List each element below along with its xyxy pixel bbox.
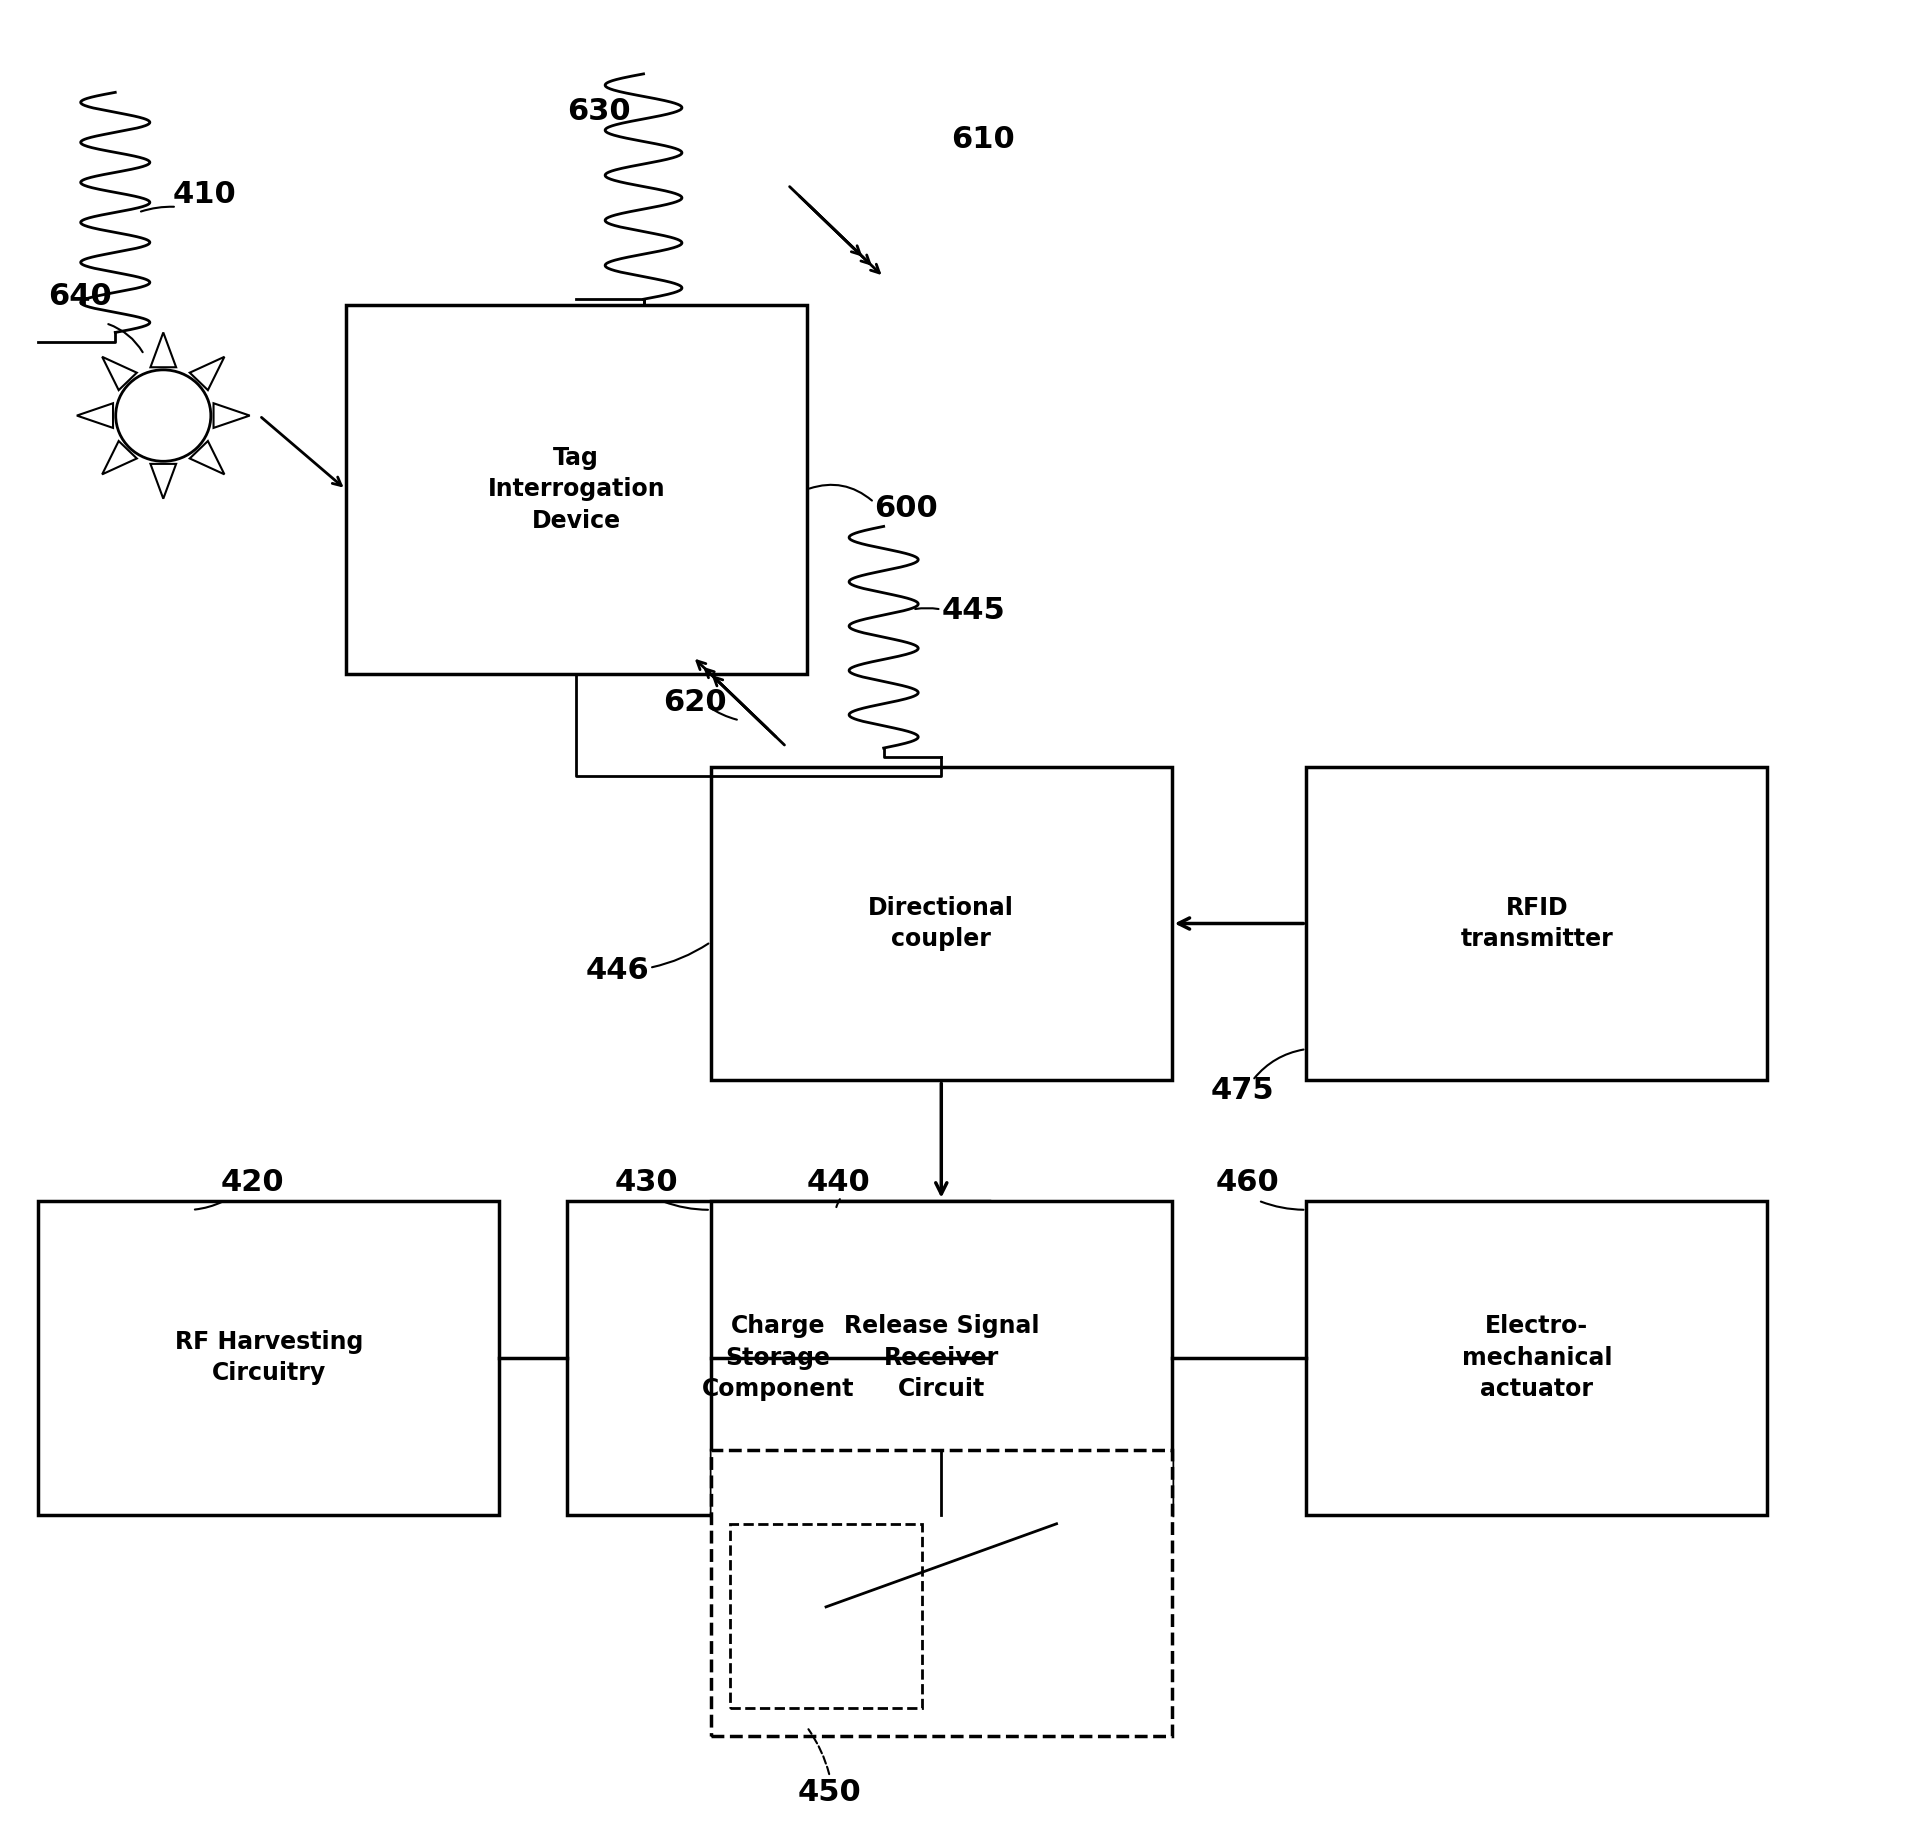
- Text: Charge
Storage
Component: Charge Storage Component: [701, 1313, 855, 1402]
- Text: 440: 440: [807, 1169, 870, 1197]
- Text: RF Harvesting
Circuitry: RF Harvesting Circuitry: [175, 1330, 363, 1385]
- FancyBboxPatch shape: [567, 1201, 989, 1515]
- Text: 430: 430: [615, 1169, 678, 1197]
- Text: 610: 610: [951, 126, 1014, 153]
- Text: 475: 475: [1210, 1077, 1274, 1105]
- Text: RFID
transmitter: RFID transmitter: [1460, 896, 1614, 951]
- FancyBboxPatch shape: [1306, 767, 1767, 1080]
- FancyBboxPatch shape: [1306, 1201, 1767, 1515]
- FancyBboxPatch shape: [711, 767, 1172, 1080]
- FancyBboxPatch shape: [38, 1201, 499, 1515]
- FancyBboxPatch shape: [711, 1201, 1172, 1515]
- Text: 600: 600: [874, 495, 937, 523]
- Text: 445: 445: [941, 597, 1005, 624]
- FancyBboxPatch shape: [711, 1450, 1172, 1736]
- Text: 620: 620: [663, 689, 726, 717]
- FancyBboxPatch shape: [730, 1524, 922, 1708]
- Text: Release Signal
Receiver
Circuit: Release Signal Receiver Circuit: [843, 1313, 1039, 1402]
- FancyBboxPatch shape: [346, 305, 807, 674]
- Text: 460: 460: [1216, 1169, 1279, 1197]
- Text: Directional
coupler: Directional coupler: [868, 896, 1014, 951]
- Text: 450: 450: [797, 1779, 861, 1806]
- Text: Tag
Interrogation
Device: Tag Interrogation Device: [488, 445, 665, 534]
- Text: 446: 446: [586, 957, 649, 984]
- Text: 420: 420: [221, 1169, 284, 1197]
- Text: 630: 630: [567, 98, 630, 126]
- Text: 640: 640: [48, 283, 111, 310]
- Text: 410: 410: [173, 181, 236, 209]
- Text: Electro-
mechanical
actuator: Electro- mechanical actuator: [1462, 1313, 1612, 1402]
